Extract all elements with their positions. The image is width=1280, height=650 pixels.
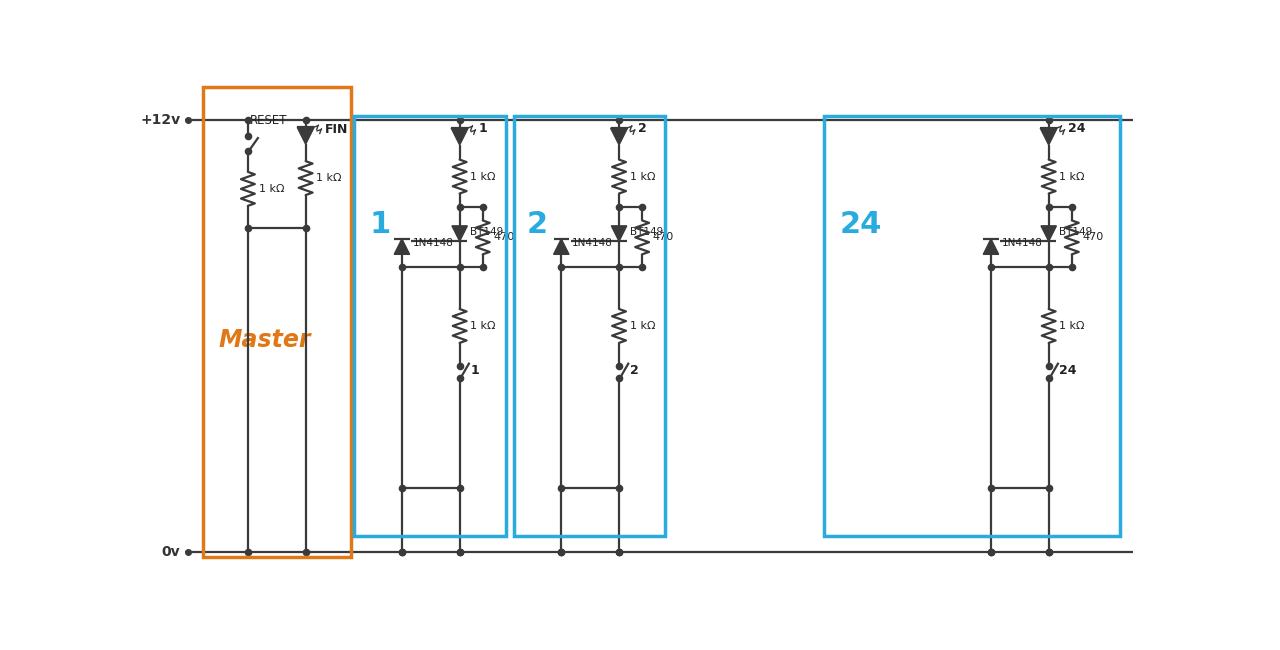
Text: 1 kΩ: 1 kΩ: [471, 321, 495, 331]
Text: 1: 1: [479, 122, 488, 135]
Text: FIN: FIN: [325, 123, 348, 136]
Text: 24: 24: [1060, 364, 1076, 377]
Bar: [824, 116, 1120, 536]
Bar: [204, 87, 351, 557]
Text: +12v: +12v: [140, 113, 180, 127]
Text: Master: Master: [219, 328, 311, 352]
Text: 1N4148: 1N4148: [572, 238, 613, 248]
Text: 1 kΩ: 1 kΩ: [1060, 321, 1085, 331]
Text: 470: 470: [494, 233, 515, 242]
Polygon shape: [451, 128, 468, 145]
Polygon shape: [297, 127, 314, 144]
Polygon shape: [1041, 128, 1057, 145]
Polygon shape: [612, 226, 627, 241]
Text: 470: 470: [1083, 233, 1103, 242]
Text: 1 kΩ: 1 kΩ: [316, 173, 342, 183]
Polygon shape: [611, 128, 627, 145]
Polygon shape: [1041, 226, 1056, 241]
Text: 0v: 0v: [161, 545, 180, 558]
Bar: [355, 116, 506, 536]
Polygon shape: [394, 239, 410, 254]
Text: 1: 1: [370, 210, 390, 239]
Text: BT149: BT149: [630, 227, 663, 237]
Text: 1 kΩ: 1 kΩ: [1060, 172, 1085, 181]
Polygon shape: [983, 239, 998, 254]
Text: 2: 2: [639, 122, 646, 135]
Polygon shape: [452, 226, 467, 241]
Text: 1 kΩ: 1 kΩ: [630, 321, 655, 331]
Text: RESET: RESET: [250, 114, 288, 127]
Text: 1: 1: [471, 364, 479, 377]
Text: 1N4148: 1N4148: [412, 238, 453, 248]
Text: 1 kΩ: 1 kΩ: [471, 172, 495, 181]
Text: 1 kΩ: 1 kΩ: [630, 172, 655, 181]
Text: 24: 24: [840, 210, 882, 239]
Text: 2: 2: [526, 210, 548, 239]
Text: 470: 470: [653, 233, 675, 242]
Text: 1 kΩ: 1 kΩ: [259, 184, 284, 194]
Text: 2: 2: [630, 364, 639, 377]
Text: BT149: BT149: [471, 227, 504, 237]
Text: BT149: BT149: [1060, 227, 1093, 237]
Bar: [513, 116, 666, 536]
Text: 24: 24: [1068, 122, 1085, 135]
Polygon shape: [553, 239, 570, 254]
Text: 1N4148: 1N4148: [1002, 238, 1043, 248]
